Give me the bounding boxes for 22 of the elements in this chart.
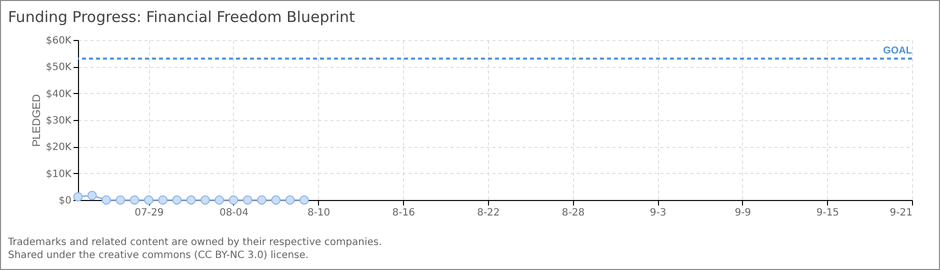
x-tick-label: 9-3 — [650, 208, 666, 218]
x-tick-label: 9-15 — [816, 208, 840, 218]
y-axis-title: PLEDGED — [30, 94, 43, 147]
y-tick-label: $30K — [46, 116, 72, 126]
x-tick-label: 8-22 — [477, 208, 500, 218]
x-tick-label: 9-9 — [734, 208, 752, 218]
x-tick-label: 9-21 — [890, 208, 912, 218]
y-tick-label: $60K — [46, 36, 72, 46]
text: Trademarks and related content are owned by their respective companies. — [8, 236, 382, 249]
y-tick-label: $40K — [46, 88, 72, 100]
y-tick-label: $20K — [46, 142, 72, 154]
x-tick-label: 08-04 — [219, 208, 249, 218]
x-tick-label: 8-28 — [562, 208, 585, 218]
x-tick-label: 8-10 — [307, 208, 330, 218]
y-tick-label: $10K — [46, 168, 72, 180]
ref-line-label: GOAL — [883, 46, 912, 57]
text: Shared under the creative commons (CC BY-NC 3.0) license. — [8, 249, 310, 262]
chart-title: Funding Progress: Financial Freedom Blueprint — [8, 8, 355, 26]
y-tick-label: $0 — [58, 196, 72, 206]
y-tick-label: $50K — [46, 62, 72, 74]
x-tick-label: 8-16 — [392, 208, 415, 218]
x-tick-label: 07-29 — [134, 208, 164, 218]
